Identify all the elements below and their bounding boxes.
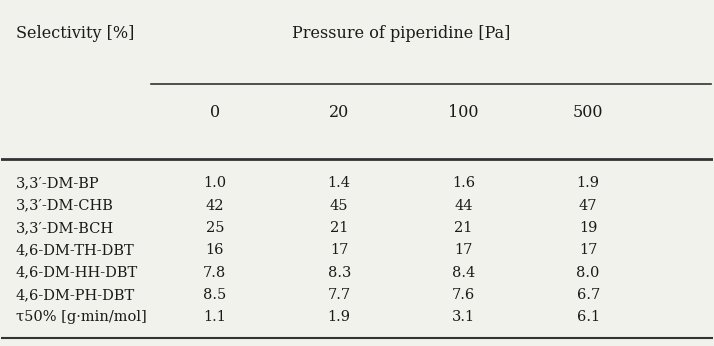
Text: 1.0: 1.0 — [203, 176, 226, 190]
Text: 4,6-DM-PH-DBT: 4,6-DM-PH-DBT — [16, 288, 135, 302]
Text: 17: 17 — [579, 243, 598, 257]
Text: 6.7: 6.7 — [576, 288, 600, 302]
Text: 17: 17 — [330, 243, 348, 257]
Text: 42: 42 — [206, 199, 224, 213]
Text: 8.5: 8.5 — [203, 288, 226, 302]
Text: 8.0: 8.0 — [576, 266, 600, 280]
Text: 3,3′-DM-BCH: 3,3′-DM-BCH — [16, 221, 114, 235]
Text: 4,6-DM-HH-DBT: 4,6-DM-HH-DBT — [16, 266, 138, 280]
Text: 20: 20 — [329, 104, 349, 121]
Text: Selectivity [%]: Selectivity [%] — [16, 25, 134, 43]
Text: 7.7: 7.7 — [328, 288, 351, 302]
Text: 7.6: 7.6 — [452, 288, 476, 302]
Text: 4,6-DM-TH-DBT: 4,6-DM-TH-DBT — [16, 243, 134, 257]
Text: 7.8: 7.8 — [203, 266, 226, 280]
Text: 21: 21 — [330, 221, 348, 235]
Text: 3,3′-DM-BP: 3,3′-DM-BP — [16, 176, 99, 190]
Text: 8.4: 8.4 — [452, 266, 476, 280]
Text: 21: 21 — [455, 221, 473, 235]
Text: 45: 45 — [330, 199, 348, 213]
Text: 8.3: 8.3 — [328, 266, 351, 280]
Text: Pressure of piperidine [Pa]: Pressure of piperidine [Pa] — [292, 25, 511, 43]
Text: 47: 47 — [579, 199, 598, 213]
Text: 16: 16 — [206, 243, 224, 257]
Text: 19: 19 — [579, 221, 598, 235]
Text: 44: 44 — [454, 199, 473, 213]
Text: τ50% [g·min/mol]: τ50% [g·min/mol] — [16, 310, 146, 324]
Text: 1.9: 1.9 — [328, 310, 351, 324]
Text: 0: 0 — [210, 104, 220, 121]
Text: 500: 500 — [573, 104, 603, 121]
Text: 3.1: 3.1 — [452, 310, 476, 324]
Text: 1.6: 1.6 — [452, 176, 476, 190]
Text: 17: 17 — [455, 243, 473, 257]
Text: 1.1: 1.1 — [203, 310, 226, 324]
Text: 6.1: 6.1 — [577, 310, 600, 324]
Text: 100: 100 — [448, 104, 479, 121]
Text: 1.9: 1.9 — [577, 176, 600, 190]
Text: 1.4: 1.4 — [328, 176, 351, 190]
Text: 3,3′-DM-CHB: 3,3′-DM-CHB — [16, 199, 114, 213]
Text: 25: 25 — [206, 221, 224, 235]
